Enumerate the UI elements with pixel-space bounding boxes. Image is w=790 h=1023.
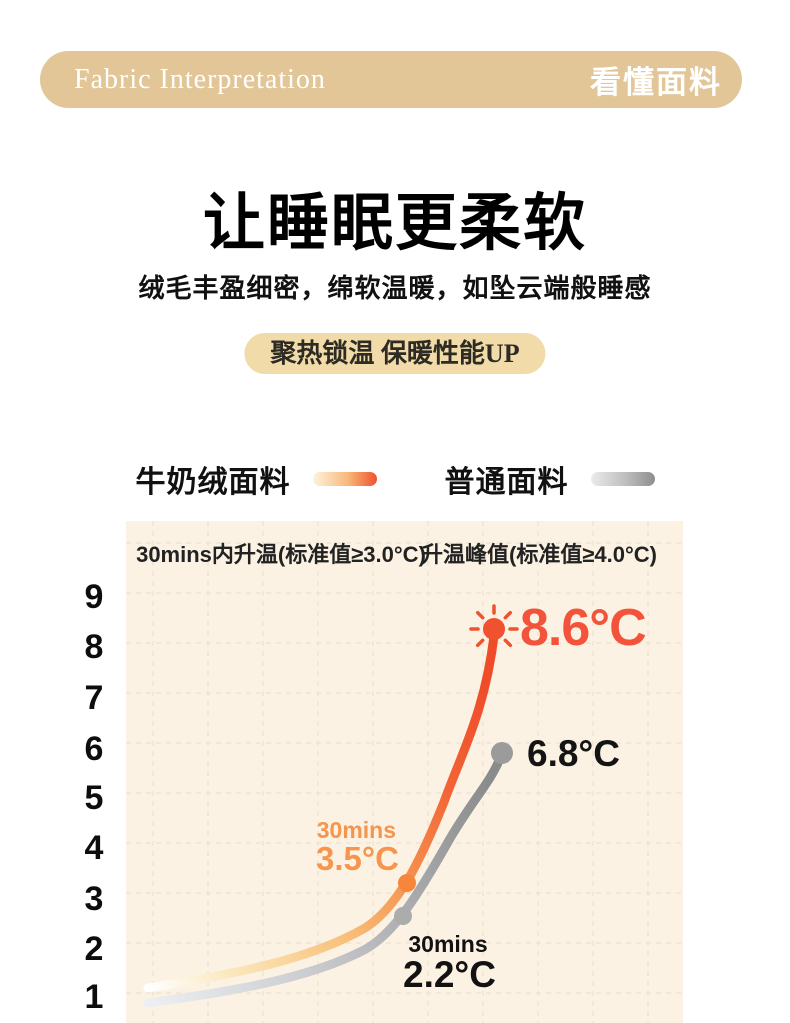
point-milk-velvet-30min [398,874,416,892]
line-chart: 30mins内升温(标准值≥3.0°C) 升温峰值(标准值≥4.0°C) 8.6… [126,521,683,1023]
chart-grid [126,521,683,1023]
label-ordinary-peak: 6.8°C [527,733,620,774]
y-axis-tick: 7 [84,679,104,717]
chart-legend: 牛奶绒面料 普通面料 [0,461,790,499]
chart-header-30min: 30mins内升温(标准值≥3.0°C) [136,542,426,567]
sun-burst-icon [469,604,519,648]
label-milk-velvet-30min: 30mins 3.5°C [316,817,399,878]
label-ordinary-30min: 30mins 2.2°C [403,931,496,996]
y-axis-tick: 2 [84,930,104,968]
y-axis-tick: 1 [84,978,104,1016]
banner-chinese-label: 看懂面料 [590,65,722,100]
banner-english-label: Fabric Interpretation [74,63,326,95]
y-axis-tick: 8 [84,628,104,666]
label-milk-velvet-peak: 8.6°C [520,599,647,657]
curve-ordinary-fabric [143,748,507,1008]
chart-header-peak: 升温峰值(标准值≥4.0°C) [421,542,657,567]
legend-item-ordinary: 普通面料 [445,457,655,501]
y-axis-tick: 9 [84,578,104,616]
chart-canvas [126,521,683,1023]
page-title: 让睡眠更柔软 [202,190,587,258]
y-axis-tick: 5 [84,779,104,817]
legend-swatch-milk-velvet-icon [312,472,377,486]
page-subtitle: 绒毛丰盈细密，绵软温暖，如坠云端般睡感 [138,274,652,303]
y-axis-tick: 3 [84,880,104,918]
point-ordinary-30min [394,907,412,925]
legend-swatch-ordinary-icon [590,472,655,486]
legend-label-ordinary: 普通面料 [444,466,569,499]
legend-item-milk-velvet: 牛奶绒面料 [136,457,377,501]
y-axis-tick: 4 [84,829,104,867]
legend-label-milk-velvet: 牛奶绒面料 [135,466,291,499]
y-axis-tick: 6 [84,730,104,768]
label-ordinary-30min-value: 2.2°C [403,954,496,996]
label-milk-velvet-30min-value: 3.5°C [316,840,399,878]
point-ordinary-peak [491,742,513,764]
label-milk-velvet-30min-caption: 30mins [316,817,396,843]
section-banner: Fabric Interpretation 看懂面料 [40,51,742,108]
label-ordinary-30min-caption: 30mins [408,931,488,957]
feature-badge: 聚热锁温 保暖性能UP [244,333,546,374]
